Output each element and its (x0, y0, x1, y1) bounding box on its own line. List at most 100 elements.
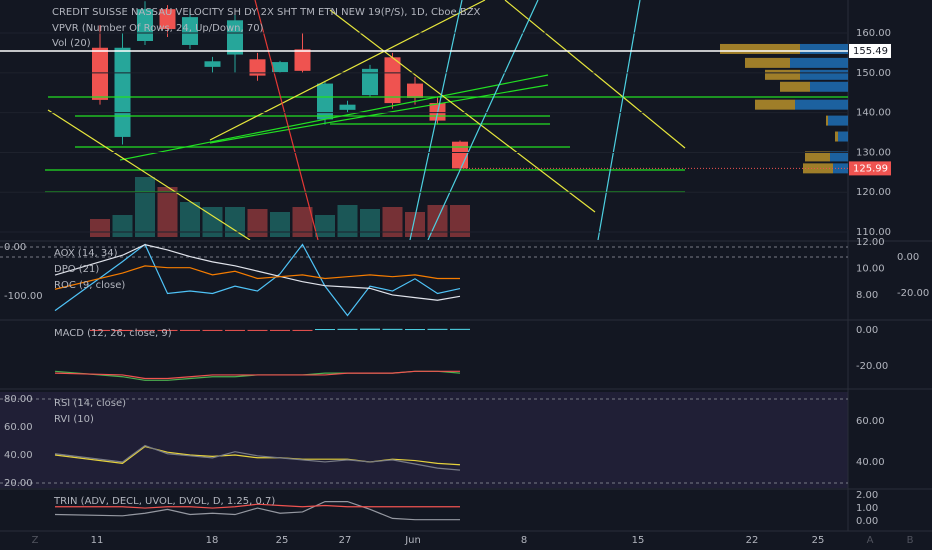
histogram-bar (157, 329, 178, 331)
y-tick-label: 12.00 (856, 237, 885, 248)
volume-bar (337, 205, 358, 237)
y-tick-label: 0.00 (897, 252, 919, 263)
histogram-bar (135, 329, 155, 331)
y-tick-label: 1.00 (856, 503, 878, 514)
marked-price-label: 155.49 (853, 46, 888, 57)
histogram-bar (180, 329, 200, 331)
y-tick-label: 60.00 (856, 416, 885, 427)
x-tick-label: 22 (746, 535, 759, 546)
y-tick-label: 60.00 (4, 422, 33, 433)
y-tick-label: 0.00 (4, 242, 26, 253)
y-tick-label: 8.00 (856, 290, 878, 301)
candle-body (227, 20, 243, 55)
x-tick-label: 8 (521, 535, 527, 546)
candle-body (159, 9, 176, 30)
vpvr-down (780, 81, 810, 92)
volume-bar (247, 209, 268, 237)
vpvr-up (795, 99, 848, 110)
volume-bar (157, 187, 178, 237)
y-tick-label: 10.00 (856, 263, 885, 274)
y-tick-label: 150.00 (856, 68, 891, 79)
legend-entry: ROC (9, close) (54, 280, 125, 291)
indicator-line (54, 370, 460, 380)
indicator-line (55, 503, 460, 509)
histogram-bar (112, 329, 133, 331)
legend-entry: RVI (10) (54, 414, 94, 425)
y-tick-label: 0.00 (856, 325, 878, 336)
y-tick-label: 40.00 (856, 457, 885, 468)
legend-entry: MACD (12, 26, close, 9) (54, 328, 172, 339)
y-tick-label: -100.00 (4, 291, 43, 302)
y-tick-label: 20.00 (4, 478, 33, 489)
indicator-line (54, 444, 461, 471)
vpvr-down (826, 115, 828, 126)
histogram-bar (360, 328, 380, 330)
y-tick-label: 130.00 (856, 147, 891, 158)
volume-bar (315, 215, 335, 237)
vpvr-up (828, 115, 848, 126)
vpvr-up (800, 69, 848, 80)
candle-body (249, 59, 266, 76)
vpvr-down (835, 131, 838, 142)
toolbar-button[interactable]: Z (32, 535, 39, 546)
x-tick-label: 15 (632, 535, 645, 546)
toolbar-button[interactable]: A (867, 535, 874, 546)
vpvr-up (833, 163, 848, 174)
volume-bar (135, 177, 155, 237)
volume-bar (450, 205, 470, 237)
legend-entry: AOX (14, 34) (54, 248, 118, 259)
volume-bar (225, 207, 245, 237)
histogram-bar (90, 329, 110, 331)
histogram-bar (427, 328, 448, 330)
candle-body (294, 49, 311, 71)
legend-entry: TRIN (ADV, DECL, UVOL, DVOL, D, 1.25, 0.… (53, 496, 275, 507)
y-tick-label: 120.00 (856, 187, 891, 198)
x-tick-label: 25 (812, 535, 825, 546)
candle-body (182, 17, 198, 45)
indicator-line (54, 501, 460, 521)
candle-body (114, 47, 131, 137)
rsi-background (0, 392, 848, 488)
volume-bar (180, 202, 200, 237)
chart-title: CREDIT SUISSE NASSAU VELOCITY SH DY 2X S… (52, 7, 481, 18)
x-tick-label: 25 (276, 535, 289, 546)
volume-label: Vol (20) (52, 38, 91, 49)
vpvr-down (765, 69, 800, 80)
y-tick-label: 2.00 (856, 490, 878, 501)
vpvr-label: VPVR (Number Of Rows, 24, Up/Down, 70) (52, 23, 264, 34)
volume-bar (405, 212, 425, 237)
vpvr-up (790, 57, 848, 68)
last-price-box (849, 161, 891, 176)
x-tick-label: 18 (206, 535, 219, 546)
histogram-bar (247, 329, 268, 331)
histogram-bar (225, 329, 245, 331)
vpvr-down (745, 57, 790, 68)
vpvr-down (720, 43, 800, 54)
histogram-bar (450, 328, 470, 330)
histogram-bar (270, 329, 290, 331)
vpvr-up (800, 43, 848, 54)
x-tick-label: Jun (404, 535, 421, 546)
indicator-panes (54, 243, 470, 521)
vpvr-down (805, 151, 830, 162)
candle-body (362, 68, 378, 96)
histogram-bar (405, 329, 425, 331)
legend-entry: DPO (21) (54, 264, 99, 275)
x-tick-label: 27 (339, 535, 352, 546)
candle-body (384, 57, 401, 104)
y-tick-label: 80.00 (4, 394, 33, 405)
volume-bar (90, 219, 110, 237)
last-price-label: 125.99 (853, 163, 888, 174)
candle-body (407, 83, 423, 98)
candle-body (204, 61, 221, 67)
marked-price-box (849, 43, 891, 58)
y-tick-label: 0.00 (856, 516, 878, 527)
toolbar-button[interactable]: B (907, 535, 914, 546)
vpvr-up (810, 81, 848, 92)
candle-body (317, 83, 333, 120)
y-tick-label: 110.00 (856, 227, 891, 238)
vpvr-down (755, 99, 795, 110)
histogram-bar (382, 328, 403, 330)
y-tick-label: 140.00 (856, 108, 891, 119)
